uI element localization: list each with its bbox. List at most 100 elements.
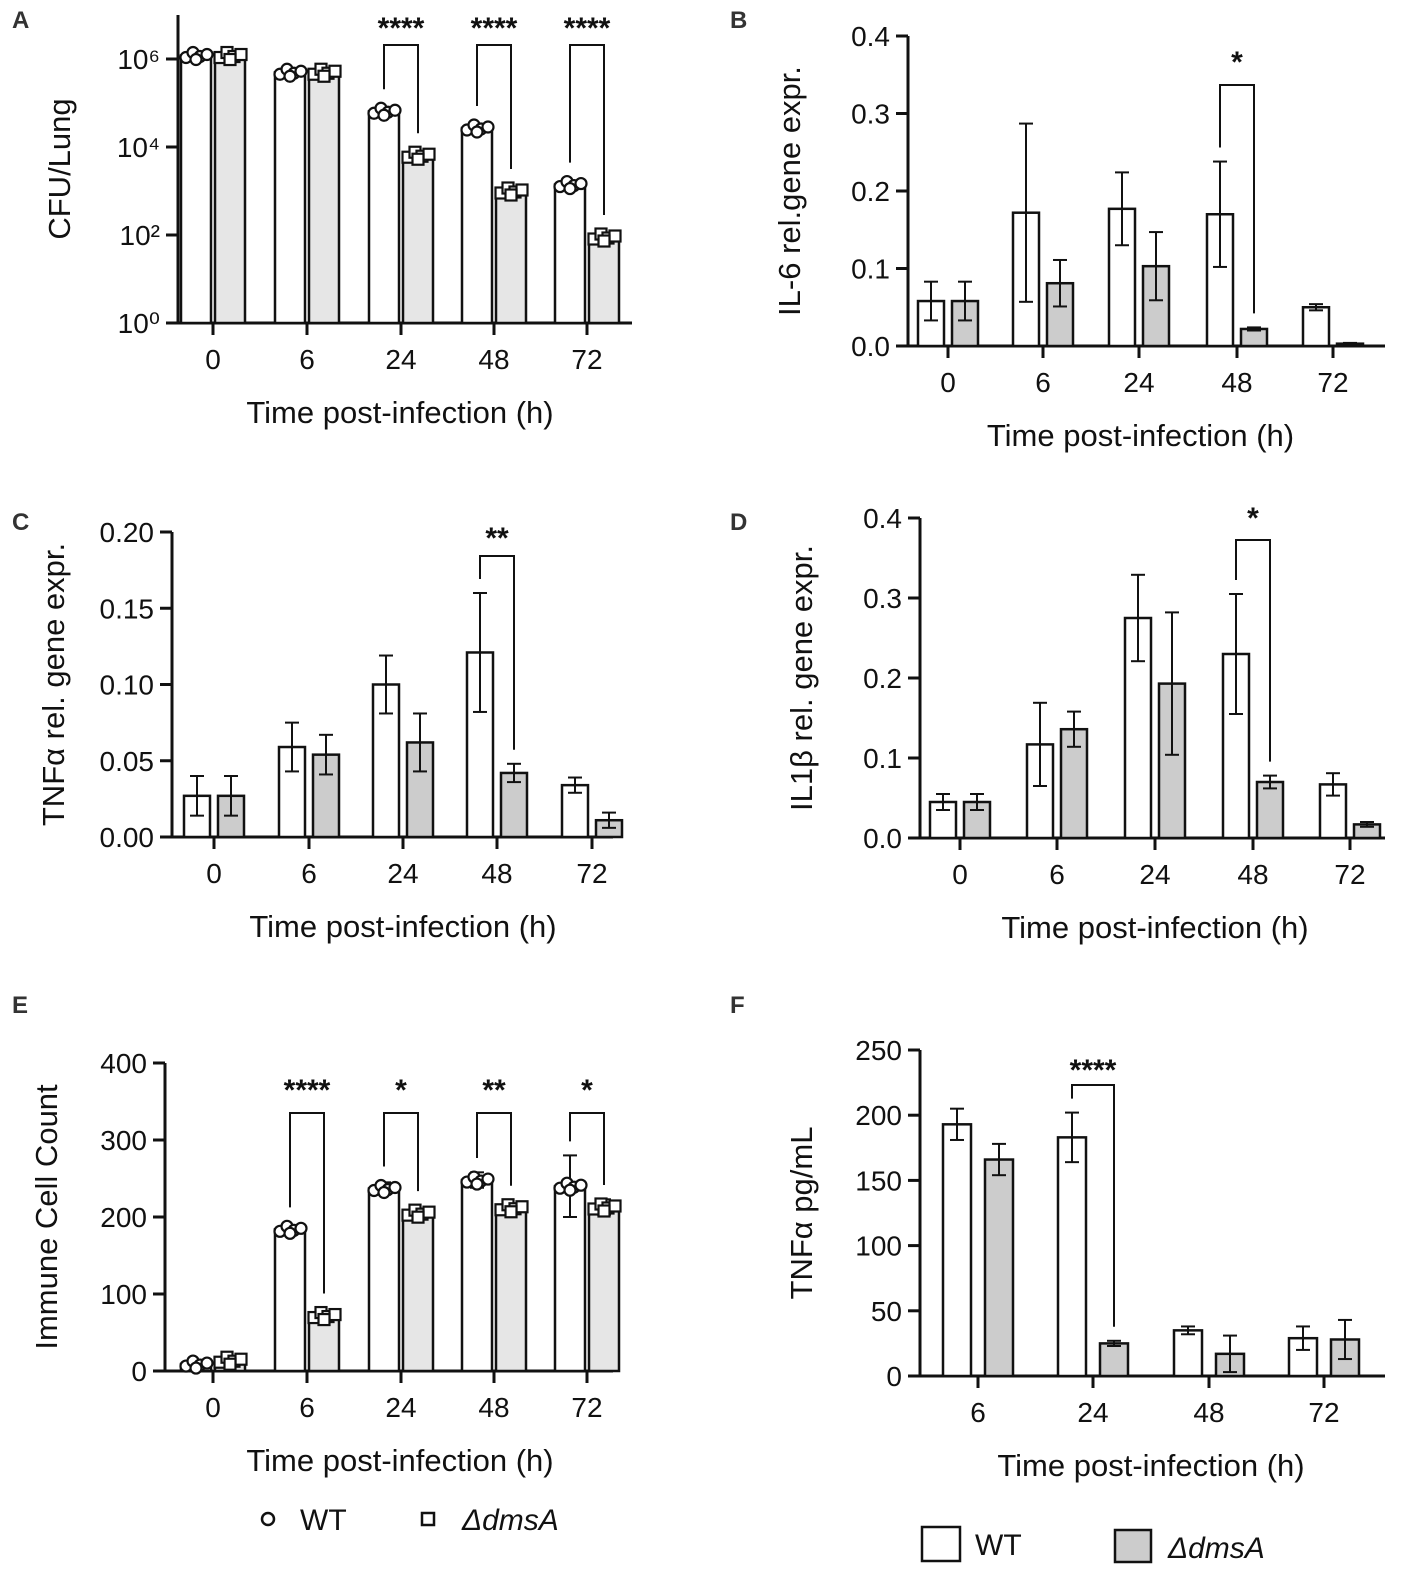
data-point-wt (377, 1185, 391, 1200)
data-point-dmsa (422, 147, 436, 161)
legend-label-wt-bars: WT (975, 1529, 1022, 1562)
x-tick-label: 6 (1049, 859, 1065, 890)
panel-letter: B (730, 7, 747, 34)
significance-label: * (581, 1074, 593, 1107)
bar-wt (367, 109, 401, 325)
x-axis-title: Time post-infection (h) (246, 1443, 553, 1478)
x-tick-label: 24 (1139, 859, 1170, 890)
x-axis-title: Time post-infection (h) (987, 418, 1294, 453)
data-point-dmsa (411, 1210, 425, 1224)
significance-bracket (383, 44, 419, 134)
data-point-dmsa (223, 1357, 237, 1371)
y-tick-label: 100 (100, 1279, 147, 1310)
y-axis-title: IL-6 rel.gene expr. (772, 66, 807, 316)
y-tick-label: 0.0 (851, 331, 890, 362)
significance-bracket (1071, 1084, 1115, 1327)
bar-wt (553, 183, 587, 325)
y-tick-label: 0.3 (851, 99, 890, 130)
x-tick-label: 72 (1334, 859, 1365, 890)
x-tick-label: 48 (478, 344, 509, 375)
x-tick-label: 6 (299, 1392, 315, 1423)
x-tick-label: 48 (1221, 367, 1252, 398)
data-point-dmsa (515, 183, 529, 197)
data-point-dmsa (504, 1205, 518, 1219)
x-tick-label: 48 (1193, 1397, 1224, 1428)
data-point-wt (574, 176, 588, 191)
y-tick-label: 250 (855, 1035, 902, 1066)
significance-label: **** (564, 12, 611, 45)
legend-box-dmsa (1113, 1528, 1153, 1564)
data-point-wt (189, 52, 203, 67)
data-point-wt (563, 1183, 577, 1197)
data-point-dmsa (504, 188, 518, 202)
legend-label-dmsa: ΔdmsA (461, 1504, 559, 1537)
y-tick-label: 0.05 (100, 746, 155, 777)
x-tick-label: 72 (1308, 1397, 1339, 1428)
significance-label: **** (378, 12, 425, 45)
x-axis-title: Time post-infection (h) (1001, 910, 1308, 945)
x-tick-label: 6 (970, 1397, 986, 1428)
data-point-wt (388, 103, 402, 117)
bar-dmsa (1239, 327, 1269, 348)
panel-letter: E (12, 992, 28, 1019)
bar-dmsa (1255, 780, 1285, 840)
data-point-wt (200, 1356, 214, 1370)
data-point-dmsa (234, 1352, 248, 1366)
y-tick-label: 10² (120, 220, 160, 251)
bar-wt (1301, 306, 1331, 348)
x-tick-label: 24 (1077, 1397, 1108, 1428)
y-tick-label: 0.00 (100, 822, 155, 853)
significance-label: * (1247, 502, 1259, 535)
panel-letter: F (730, 992, 745, 1019)
bar-dmsa (983, 1158, 1015, 1378)
bar-wt (916, 299, 946, 348)
y-tick-label: 10⁴ (117, 132, 160, 163)
y-tick-label: 0.2 (851, 176, 890, 207)
bar-dmsa (401, 153, 435, 325)
y-tick-label: 0.3 (863, 583, 902, 614)
y-tick-label: 150 (855, 1165, 902, 1196)
y-tick-label: 0.1 (863, 743, 902, 774)
data-point-wt (470, 125, 484, 139)
y-axis-title: TNFα pg/mL (784, 1127, 819, 1300)
y-tick-label: 200 (855, 1100, 902, 1131)
bar-dmsa (587, 1205, 621, 1373)
bar-wt (1172, 1329, 1204, 1378)
panel-letter: A (12, 7, 29, 34)
x-axis-title: Time post-infection (h) (246, 395, 553, 430)
y-tick-label: 0 (886, 1361, 902, 1392)
legend-label-wt: WT (300, 1504, 347, 1537)
data-point-wt (283, 69, 297, 83)
y-tick-label: 200 (100, 1202, 147, 1233)
y-tick-label: 300 (100, 1125, 147, 1156)
significance-label: ** (482, 1074, 506, 1107)
significance-bracket (476, 1112, 512, 1186)
panel-letter: D (730, 509, 747, 536)
x-tick-label: 48 (478, 1392, 509, 1423)
data-point-wt (294, 1221, 308, 1235)
significance-label: ** (485, 522, 509, 555)
data-point-wt (283, 1226, 297, 1240)
x-axis-title: Time post-infection (h) (249, 909, 556, 944)
y-tick-label: 10⁶ (117, 44, 160, 75)
bar-dmsa (213, 54, 247, 325)
bar-wt (941, 1123, 973, 1378)
x-tick-label: 72 (1317, 367, 1348, 398)
y-tick-label: 0.15 (100, 593, 155, 624)
significance-bracket (289, 1112, 325, 1294)
y-tick-label: 0.0 (863, 823, 902, 854)
data-point-dmsa (328, 1307, 342, 1322)
x-tick-label: 24 (385, 1392, 416, 1423)
x-tick-label: 48 (1237, 859, 1268, 890)
significance-label: * (1231, 46, 1243, 79)
significance-label: **** (1070, 1054, 1117, 1087)
data-point-dmsa (223, 52, 237, 67)
data-point-wt (294, 64, 308, 78)
x-tick-label: 0 (205, 344, 221, 375)
data-point-dmsa (317, 69, 331, 83)
bar-dmsa (311, 753, 341, 839)
y-tick-label: 0.4 (851, 21, 890, 52)
x-tick-label: 72 (571, 1392, 602, 1423)
data-point-wt (563, 181, 577, 196)
data-point-dmsa (608, 1199, 622, 1213)
